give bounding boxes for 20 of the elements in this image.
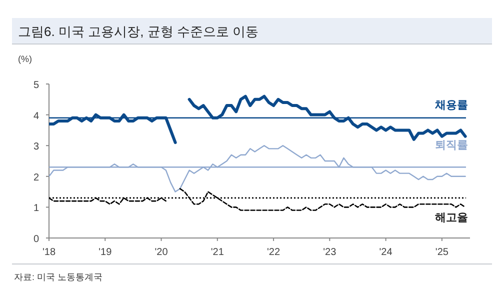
- x-tick-label: '24: [379, 247, 393, 258]
- x-tick-label: '18: [42, 247, 56, 258]
- y-tick-label: 3: [33, 142, 40, 153]
- x-tick-label: '21: [210, 247, 224, 258]
- y-tick-label: 5: [33, 80, 40, 91]
- x-tick-label: '25: [435, 247, 449, 258]
- y-tick-label: 4: [33, 110, 40, 122]
- x-tick-label: '19: [98, 247, 112, 258]
- series-label: 채용률: [434, 99, 468, 112]
- y-tick-label: 0: [33, 234, 40, 245]
- y-tick-label: 1: [33, 203, 40, 214]
- y-axis-title: (%): [18, 54, 32, 64]
- text: 자료: 미국 노동통계국: [14, 272, 103, 282]
- chart-title: 그림6. 미국 고용시장, 균형 수준으로 이동: [18, 24, 259, 39]
- y-tick-label: 2: [33, 172, 40, 184]
- series-label: 해고율: [435, 212, 468, 224]
- text: 퇴직률: [435, 139, 468, 152]
- x-tick-label: '22: [267, 247, 280, 258]
- x-tick-label: '23: [323, 247, 337, 258]
- x-tick-label: '20: [154, 247, 168, 258]
